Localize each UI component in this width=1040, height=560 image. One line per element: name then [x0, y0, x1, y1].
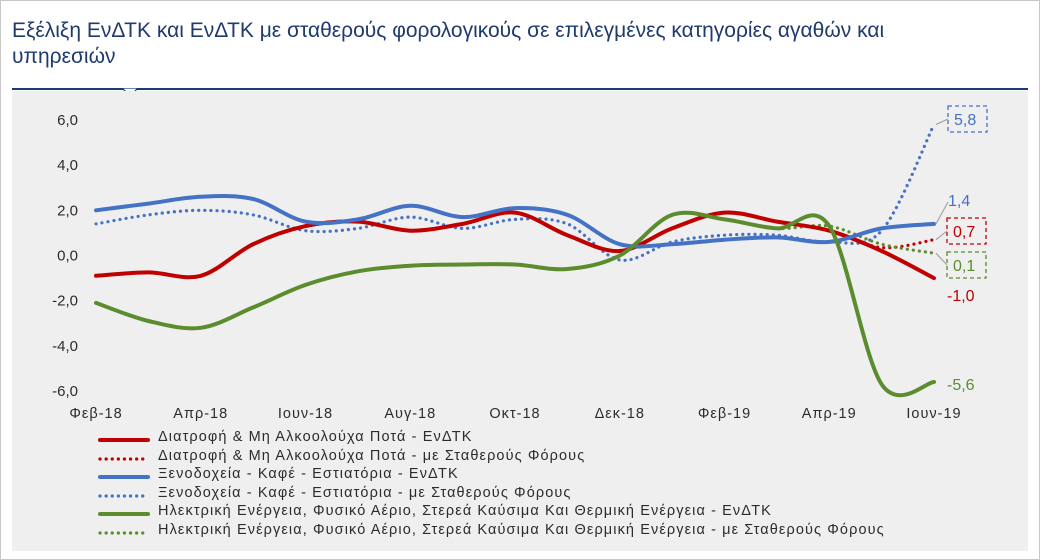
- line-chart: 6,0 4,0 2,0 0,0 -2,0 -4,0 -6,0 Φεβ-18 Απρ-18 Ιουν…: [52, 105, 988, 422]
- series-line-0: [94, 210, 936, 281]
- end-label-box: [946, 251, 987, 279]
- series-line-5: [94, 211, 936, 330]
- legend-label: Ηλεκτρική Ενέργεια, Φυσικό Αέριο, Στερεά…: [158, 521, 885, 538]
- y-tick-label: -4,0: [52, 338, 78, 355]
- y-tick-label: 2,0: [57, 202, 78, 219]
- legend-swatch: [98, 475, 150, 479]
- legend-label: Διατροφή & Μη Αλκοολούχα Ποτά - με Σταθε…: [158, 447, 586, 464]
- legend-label: Διατροφή & Μη Αλκοολούχα Ποτά - ΕνΔΤΚ: [158, 429, 473, 445]
- y-tick-label: 0,0: [57, 248, 78, 265]
- series-line-4: [94, 210, 936, 398]
- legend-swatch: [98, 493, 150, 498]
- end-label-box: [946, 217, 987, 245]
- series-end-label: 0,1: [953, 258, 975, 275]
- x-tick-label: Αυγ-18: [384, 406, 436, 422]
- end-label-leader: [935, 118, 949, 125]
- end-label-box: [947, 105, 988, 133]
- series-line-3: [94, 122, 936, 262]
- series-end-label: -5,6: [947, 377, 975, 394]
- legend-swatch: [98, 512, 150, 516]
- series-end-label: 5,8: [954, 112, 976, 129]
- x-tick-label: Απρ-18: [173, 406, 228, 422]
- y-tick-label: 6,0: [57, 112, 78, 129]
- title-rule: [12, 88, 1028, 90]
- series-end-label: 0,7: [953, 224, 975, 241]
- series-end-label: -1,0: [947, 288, 975, 305]
- x-tick-label: Απρ-19: [802, 406, 857, 422]
- end-label-leader: [935, 230, 948, 241]
- x-tick-label: Ιουν-19: [906, 406, 961, 422]
- legend-swatch: [98, 456, 150, 461]
- plot-panel: 6,0 4,0 2,0 0,0 -2,0 -4,0 -6,0 Φεβ-18 Απρ-18 Ιουν…: [12, 91, 1028, 551]
- series-line-2: [94, 194, 936, 249]
- x-tick-label: Φεβ-18: [69, 406, 122, 422]
- end-label-leader: [935, 201, 949, 225]
- x-tick-label: Οκτ-18: [489, 406, 540, 422]
- y-tick-label: 4,0: [57, 157, 78, 174]
- legend-swatch: [98, 530, 150, 535]
- legend-label: Ξενοδοχεία - Καφέ - Εστιατόρια - με Σταθ…: [158, 484, 572, 501]
- legend-swatch: [98, 438, 150, 442]
- x-tick-label: Ιουν-18: [278, 406, 333, 422]
- x-tick-label: Δεκ-18: [595, 406, 645, 422]
- chart-title: Εξέλιξη ΕνΔΤΚ και ΕνΔΤΚ με σταθερούς φορ…: [12, 19, 885, 68]
- x-tick-label: Φεβ-19: [698, 406, 751, 422]
- series-end-label: 1,4: [948, 193, 970, 210]
- end-label-leader: [935, 252, 948, 266]
- series-line-1: [94, 210, 936, 279]
- y-tick-label: -6,0: [52, 383, 78, 400]
- legend-label: Ξενοδοχεία - Καφέ - Εστιατόρια - ΕνΔΤΚ: [158, 466, 459, 482]
- y-tick-label: -2,0: [52, 293, 78, 310]
- legend-label: Ηλεκτρική Ενέργεια, Φυσικό Αέριο, Στερεά…: [158, 503, 772, 519]
